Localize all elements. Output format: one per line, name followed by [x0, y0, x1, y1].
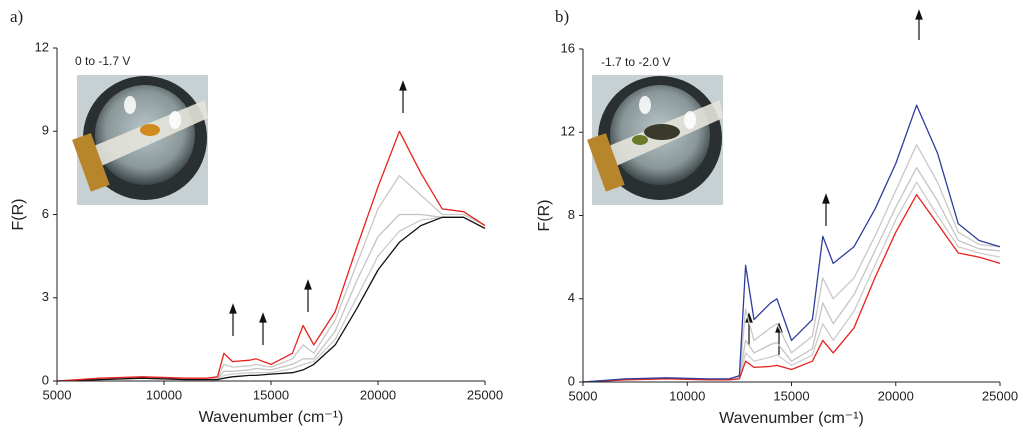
y-axis-label: F(R)	[10, 199, 27, 231]
x-tick-label: 25000	[982, 388, 1018, 403]
x-tick-label: 15000	[773, 388, 809, 403]
x-axis-label: Wavenumber (cm⁻¹)	[719, 410, 864, 427]
x-tick-label: 10000	[146, 387, 182, 402]
y-tick-label: 12	[561, 124, 575, 139]
y-tick-label: 0	[568, 373, 575, 388]
y-tick-label: 9	[42, 123, 49, 138]
data-line	[582, 104, 1001, 383]
inset-photo	[72, 75, 208, 205]
data-line	[56, 130, 486, 382]
x-tick-label: 10000	[669, 388, 705, 403]
y-tick-label: 3	[42, 289, 49, 304]
annotation: 0 to -1.7 V	[75, 54, 130, 68]
data-line	[582, 194, 1001, 383]
x-axis-label: Wavenumber (cm⁻¹)	[199, 409, 344, 426]
y-tick-label: 8	[568, 207, 575, 222]
y-tick-label: 12	[35, 39, 49, 54]
panel-label: b)	[555, 7, 569, 26]
data-line	[56, 216, 486, 382]
annotation: -1.7 to -2.0 V	[601, 55, 670, 69]
y-tick-label: 6	[42, 206, 49, 221]
data-line	[56, 174, 486, 382]
panel-label: a)	[10, 7, 23, 26]
x-tick-label: 5000	[43, 387, 72, 402]
data-line	[56, 213, 486, 382]
data-line	[56, 216, 486, 382]
x-tick-label: 20000	[878, 388, 914, 403]
x-tick-label: 5000	[569, 388, 598, 403]
y-axis-label: F(R)	[536, 200, 553, 232]
x-tick-label: 25000	[467, 387, 503, 402]
y-tick-label: 0	[42, 372, 49, 387]
x-tick-label: 20000	[360, 387, 396, 402]
x-tick-label: 15000	[253, 387, 289, 402]
y-tick-label: 16	[561, 40, 575, 55]
arrows	[229, 9, 923, 355]
y-tick-label: 4	[568, 290, 575, 305]
inset-photo	[587, 75, 723, 205]
